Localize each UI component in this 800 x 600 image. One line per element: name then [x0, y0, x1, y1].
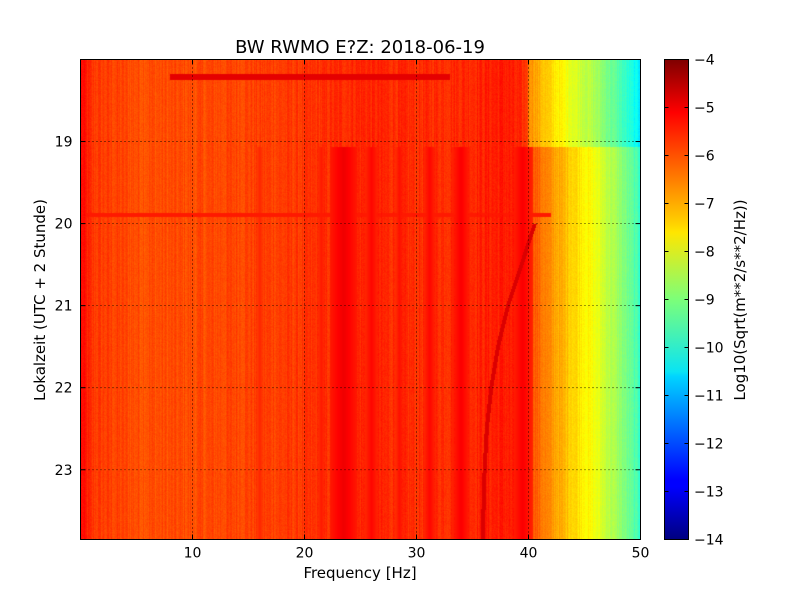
y-axis-ticks: 19 20 21 22 23 [55, 135, 641, 479]
x-axis-label: Frequency [Hz] [303, 564, 416, 582]
grid-lines [80, 59, 641, 540]
spectrogram-heatmap [81, 60, 640, 539]
colorbar-tick-label: −8 [694, 245, 715, 261]
y-axis-label: Lokalzeit (UTC + 2 Stunde) [31, 199, 49, 401]
plot-frame [80, 59, 641, 540]
colorbar-tick-label: −6 [694, 149, 715, 165]
colorbar-tick-label: −11 [694, 389, 724, 405]
colorbar-tick-label: −7 [694, 197, 715, 213]
colorbar-label: Log10(Sqrt(m**2/s**2/Hz)) [731, 199, 749, 400]
y-tick-label: 22 [55, 381, 73, 397]
y-tick-label: 20 [55, 217, 73, 233]
colorbar: −4 −5 −6 −7 −8 −9 −10 −11 −12 −13 −14 Log10(Sqrt(m… [664, 53, 749, 549]
colorbar-tick-label: −9 [694, 293, 715, 309]
colorbar-tick-label: −10 [694, 341, 724, 357]
plot-area: 10 20 30 40 50 19 20 21 22 23 [55, 59, 650, 562]
y-tick-label: 19 [55, 135, 73, 151]
x-tick-label: 10 [184, 546, 202, 562]
colorbar-tick-label: −13 [694, 485, 724, 501]
colorbar-tick-label: −12 [694, 437, 724, 453]
x-tick-label: 20 [296, 546, 314, 562]
x-tick-label: 30 [408, 546, 426, 562]
spectrogram-image-container [81, 60, 640, 539]
x-axis-ticks: 10 20 30 40 50 [184, 59, 650, 562]
colorbar-tick-label: −4 [694, 53, 715, 69]
y-tick-label: 21 [55, 299, 73, 315]
x-tick-label: 40 [520, 546, 538, 562]
colorbar-tick-label: −5 [694, 101, 715, 117]
colorbar-ticks: −4 −5 −6 −7 −8 −9 −10 −11 −12 −13 −14 [664, 53, 724, 549]
x-tick-label: 50 [632, 546, 650, 562]
chart-title: BW RWMO E?Z: 2018-06-19 [235, 37, 485, 58]
colorbar-tick-label: −14 [694, 533, 724, 549]
y-tick-label: 23 [55, 463, 73, 479]
